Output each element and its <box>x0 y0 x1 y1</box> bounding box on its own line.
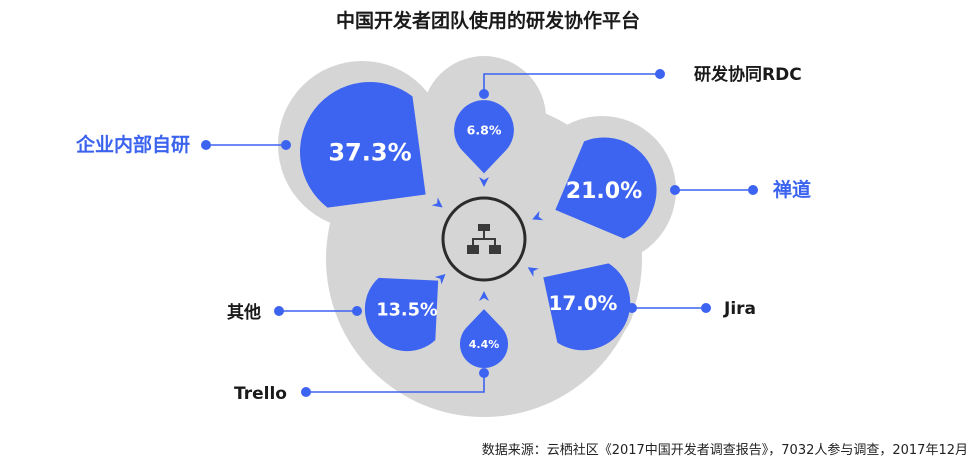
series-label-3: Jira <box>723 299 756 319</box>
connector-line-1 <box>483 73 660 94</box>
bubble-value-5: 13.5% <box>376 300 438 320</box>
bubble-0: 37.3% 企业内部自研 <box>75 82 443 208</box>
connector-line-4 <box>306 373 485 393</box>
bubble-1: 6.8% 研发协同RDC <box>454 64 802 187</box>
connector-dot-end-5 <box>274 306 284 316</box>
arrowhead-1 <box>479 177 489 187</box>
connector-dot-end-1 <box>655 69 665 79</box>
arrowhead-5 <box>434 273 446 285</box>
bubble-5: 13.5% 其他 <box>227 273 446 352</box>
series-label-1: 研发协同RDC <box>694 64 802 85</box>
bubble-value-0: 37.3% <box>328 139 411 167</box>
bubble-value-1: 6.8% <box>467 123 502 138</box>
bubble-2: 21.0% 禅道 <box>532 137 811 239</box>
connector-dot-start-3 <box>627 303 637 313</box>
center-hub <box>441 196 527 282</box>
connector-dot-start-4 <box>479 368 489 378</box>
bubble-value-2: 21.0% <box>566 179 643 204</box>
chart-marks: 37.3% 企业内部自研 6.8% 研发协同RDC 21.0% 禅道 17.0% Jira 4.… <box>75 64 811 404</box>
arrowhead-3 <box>527 267 539 277</box>
bubble-shape-0 <box>300 82 426 208</box>
bubble-4: 4.4% Trello <box>234 291 509 404</box>
connector-dot-end-2 <box>748 185 758 195</box>
chart-title: 中国开发者团队使用的研发协作平台 <box>336 9 640 32</box>
arrowhead-0 <box>431 197 443 208</box>
bubble-shape-2 <box>555 137 657 239</box>
bubble-3: 17.0% Jira <box>527 263 756 351</box>
bubble-shape-4 <box>459 309 509 369</box>
bubble-shape-5 <box>364 277 439 352</box>
series-label-5: 其他 <box>227 302 261 323</box>
arrowhead-2 <box>532 210 544 221</box>
chart-source: 数据来源：云栖社区《2017中国开发者调查报告》，7032人参与调查，2017年… <box>482 442 968 458</box>
bubble-shape-3 <box>543 263 631 351</box>
series-label-4: Trello <box>234 384 287 404</box>
series-label-0: 企业内部自研 <box>75 133 190 156</box>
connector-dot-end-4 <box>301 387 311 397</box>
bubble-value-4: 4.4% <box>469 338 500 351</box>
org-chart-icon <box>467 224 501 254</box>
connector-dot-start-5 <box>352 306 362 316</box>
connector-dot-end-0 <box>201 140 211 150</box>
connector-dot-start-0 <box>281 140 291 150</box>
connector-dot-start-1 <box>479 89 489 99</box>
connector-dot-start-2 <box>670 185 680 195</box>
connector-dot-end-3 <box>701 303 711 313</box>
bubble-value-3: 17.0% <box>549 292 618 315</box>
bubble-shape-1 <box>454 100 514 174</box>
series-label-2: 禅道 <box>772 178 811 201</box>
arrowhead-4 <box>479 291 489 301</box>
